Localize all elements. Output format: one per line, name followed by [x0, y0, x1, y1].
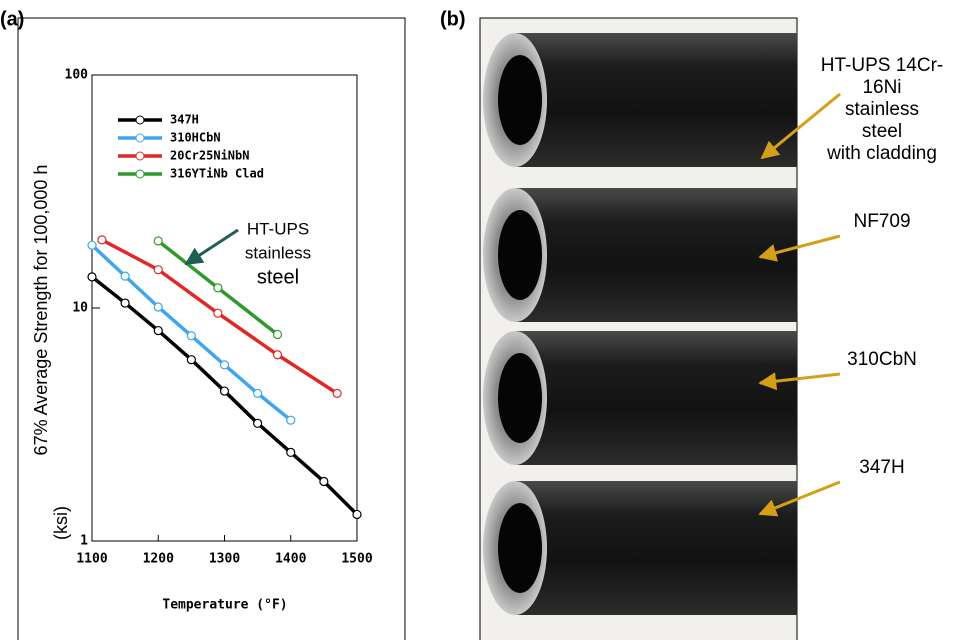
- data-point: [286, 447, 296, 458]
- x-tick-label: 1100: [76, 552, 107, 567]
- x-axis-label: Temperature (°F): [162, 598, 287, 613]
- legend-label: 316YTiNb Clad: [170, 167, 264, 181]
- x-tick-label: 1200: [143, 552, 174, 567]
- label-arrow: [758, 480, 841, 517]
- pipe-bore: [498, 55, 542, 145]
- data-point: [120, 298, 130, 308]
- pipe-bore: [498, 503, 542, 593]
- pipe-body: [515, 188, 797, 322]
- photo: [483, 33, 797, 615]
- legend-label: 310HCbN: [170, 131, 221, 145]
- pipe-body: [515, 481, 797, 615]
- photo-label: 16Ni: [862, 77, 901, 98]
- legend-label: 347H: [170, 113, 199, 127]
- label-arrow: [758, 372, 841, 391]
- annotation-arrow: [184, 228, 239, 266]
- data-point: [219, 360, 230, 370]
- pipe-body: [515, 331, 797, 465]
- panel-label: (b): [440, 8, 466, 30]
- annotation: HT-UPS: [247, 219, 309, 238]
- data-point: [253, 388, 263, 399]
- data-point: [153, 265, 163, 275]
- y-tick-label: 10: [72, 301, 88, 316]
- x-tick-label: 1300: [209, 552, 240, 567]
- data-point: [213, 283, 223, 293]
- photo-label: stainless: [845, 99, 919, 120]
- data-point: [272, 350, 283, 360]
- data-point: [97, 235, 107, 245]
- data-point: [153, 325, 163, 336]
- legend-label: 20Cr25NiNbN: [170, 149, 249, 163]
- label-arrow: [760, 92, 841, 160]
- pipe-body: [515, 33, 797, 167]
- data-point: [286, 415, 296, 425]
- x-tick-label: 1400: [275, 552, 306, 567]
- data-point: [332, 388, 342, 399]
- data-point: [87, 272, 97, 282]
- data-point: [253, 418, 263, 428]
- data-point: [120, 271, 130, 281]
- panel-label: (a): [0, 8, 24, 30]
- legend-marker: [135, 115, 145, 125]
- data-point: [219, 386, 230, 396]
- photo-label: with cladding: [826, 143, 937, 164]
- photo-label: steel: [862, 121, 902, 142]
- data-point: [272, 329, 283, 340]
- data-point: [186, 355, 196, 365]
- annotation: steel: [257, 266, 299, 288]
- y-axis-label: 67% Average Strength for 100,000 h: [31, 165, 51, 456]
- data-point: [186, 331, 196, 341]
- data-point: [153, 236, 163, 246]
- annotation: stainless: [245, 243, 311, 262]
- photo-label: 347H: [859, 457, 904, 478]
- data-point: [352, 509, 362, 520]
- panel-a-frame: [17, 17, 406, 640]
- data-point: [153, 302, 163, 312]
- pipe-bore: [498, 210, 542, 300]
- photo-label: NF709: [853, 211, 910, 232]
- legend-marker: [135, 169, 145, 179]
- legend-marker: [135, 151, 145, 161]
- data-point: [213, 308, 223, 318]
- x-tick-label: 1500: [341, 552, 372, 567]
- data-point: [319, 476, 329, 487]
- photo-label: 310CbN: [847, 349, 917, 370]
- legend-marker: [135, 133, 145, 143]
- y-tick-label: 1: [80, 534, 88, 549]
- y-tick-label: 100: [65, 68, 89, 83]
- y-axis-unit: (ksi): [51, 506, 71, 540]
- photo-label: HT-UPS 14Cr-: [821, 55, 943, 76]
- pipe-bore: [498, 353, 542, 443]
- data-point: [87, 240, 97, 250]
- label-arrow: [758, 234, 841, 262]
